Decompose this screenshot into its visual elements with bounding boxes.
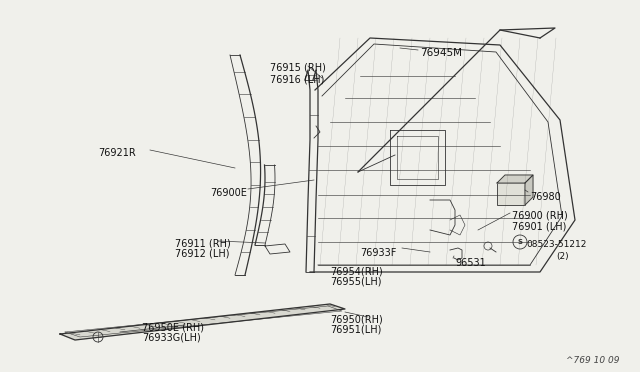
Text: 96531: 96531: [455, 258, 486, 268]
Text: 76951(LH): 76951(LH): [330, 325, 381, 335]
Text: 76980: 76980: [530, 192, 561, 202]
Text: 76933F: 76933F: [360, 248, 396, 258]
Text: 76911 (RH): 76911 (RH): [175, 238, 231, 248]
Text: (2): (2): [556, 252, 568, 261]
Text: 76901 (LH): 76901 (LH): [512, 221, 566, 231]
Text: 76933G(LH): 76933G(LH): [142, 333, 201, 343]
Text: S: S: [518, 239, 522, 245]
Text: 76900 (RH): 76900 (RH): [512, 210, 568, 220]
Polygon shape: [525, 175, 533, 205]
Text: 76954(RH): 76954(RH): [330, 266, 383, 276]
Text: 76916 (LH): 76916 (LH): [270, 74, 324, 84]
Text: 76955(LH): 76955(LH): [330, 277, 381, 287]
Text: 76900E: 76900E: [210, 188, 247, 198]
Text: 76921R: 76921R: [98, 148, 136, 158]
Text: 76912 (LH): 76912 (LH): [175, 249, 230, 259]
Text: 08523-51212: 08523-51212: [526, 240, 586, 249]
Text: 76950E (RH): 76950E (RH): [142, 322, 204, 332]
Text: ^769 10 09: ^769 10 09: [566, 356, 620, 365]
Text: 76950(RH): 76950(RH): [330, 314, 383, 324]
Polygon shape: [60, 304, 345, 340]
Bar: [497, 183, 525, 205]
Polygon shape: [497, 175, 533, 183]
Text: 76945M: 76945M: [420, 48, 462, 58]
Text: 76915 (RH): 76915 (RH): [270, 62, 326, 72]
